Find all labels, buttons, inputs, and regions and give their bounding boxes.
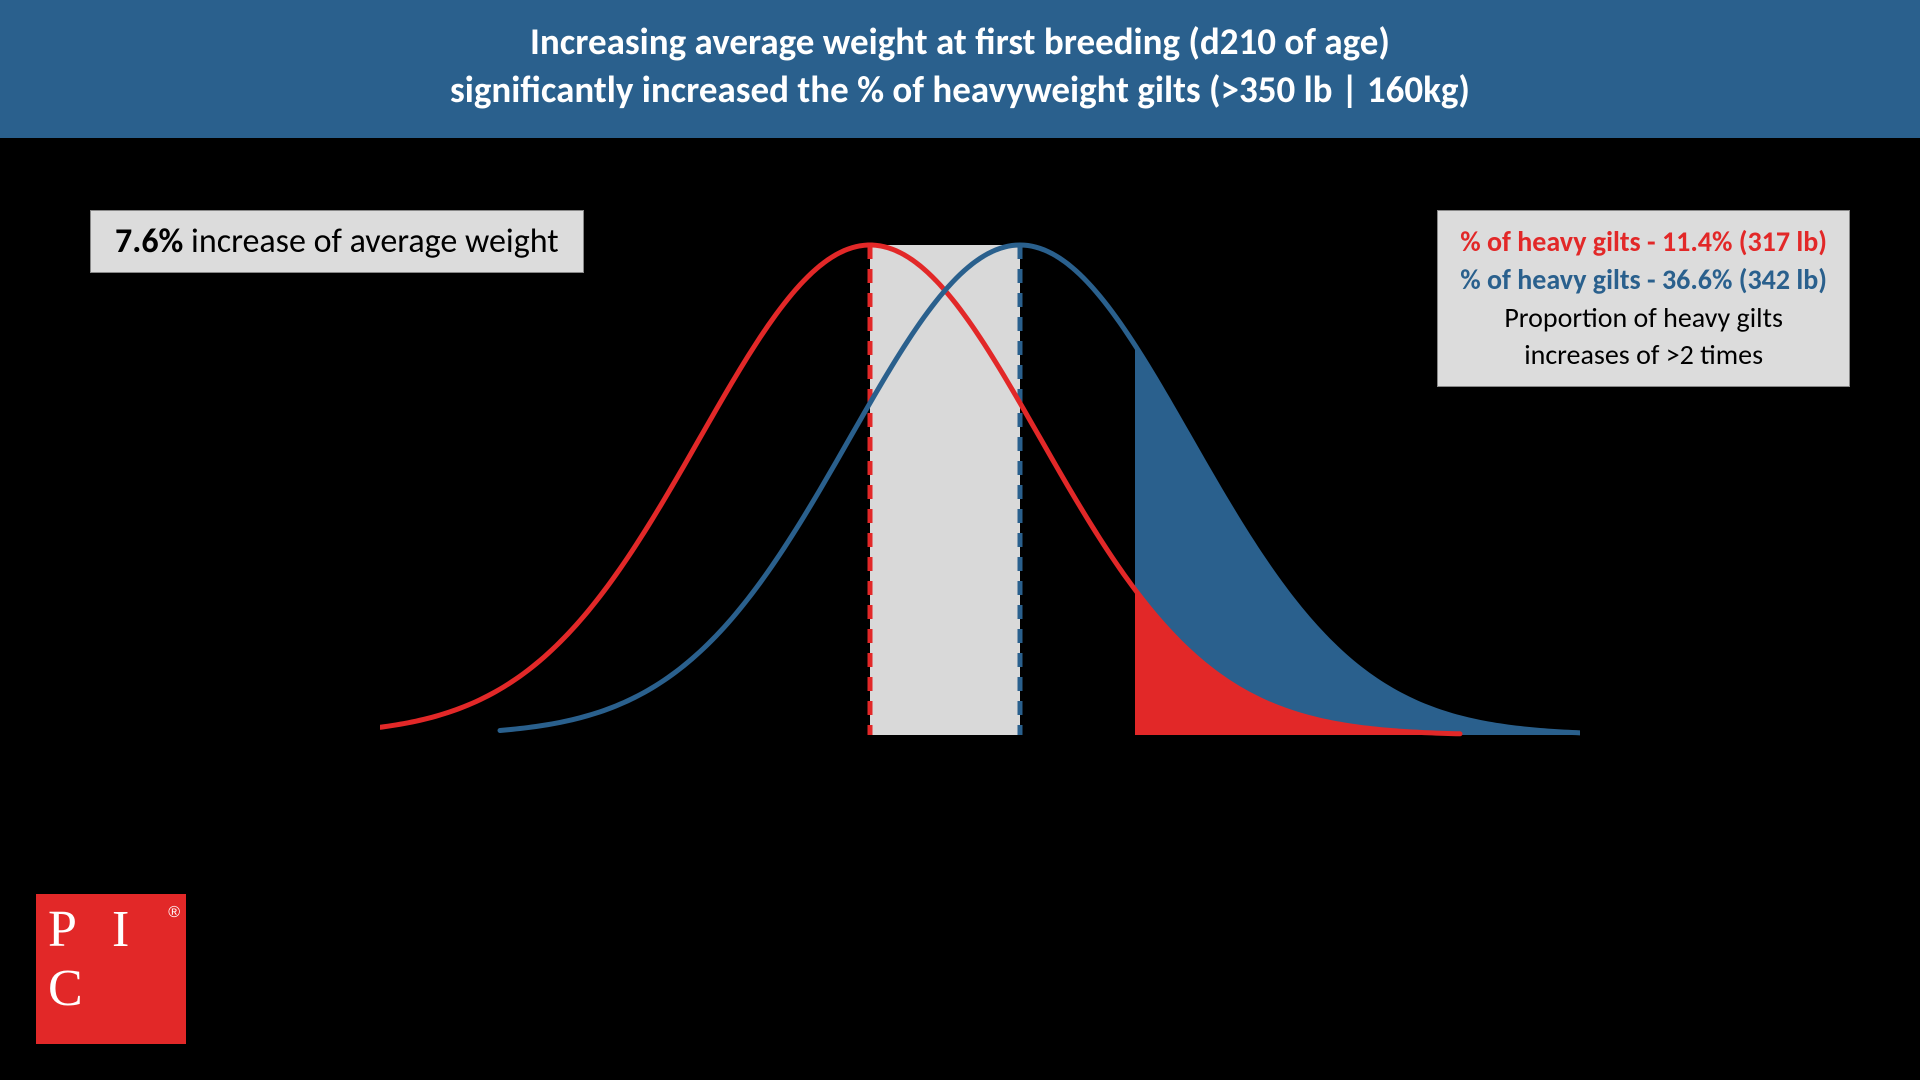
logo-text: P I C: [48, 900, 186, 1018]
logo-registered-icon: ®: [168, 904, 180, 922]
distribution-chart: [380, 205, 1580, 765]
chart-svg: [380, 205, 1580, 765]
pic-logo: P I C ®: [36, 894, 186, 1044]
title-header: Increasing average weight at first breed…: [0, 0, 1920, 138]
left-callout-bold: 7.6%: [115, 221, 183, 262]
title-line-2: significantly increased the % of heavywe…: [0, 66, 1920, 114]
title-line-1: Increasing average weight at first breed…: [0, 18, 1920, 66]
